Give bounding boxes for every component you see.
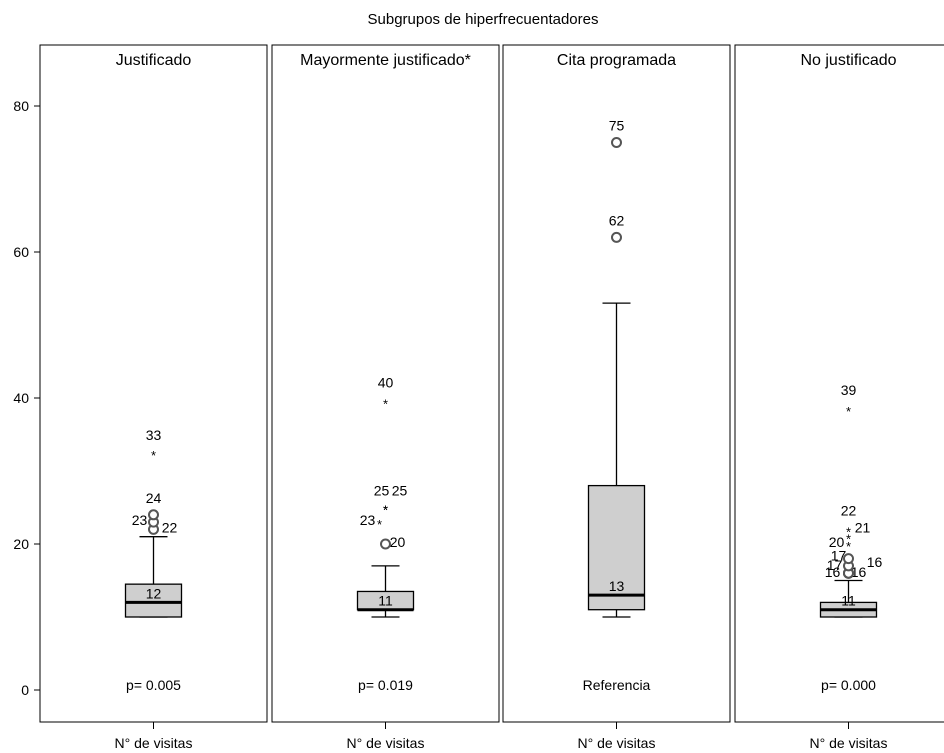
y-tick-label: 80 [13, 98, 29, 114]
y-axis: 0 20 40 60 80 [13, 98, 41, 698]
outlier-star: * [383, 503, 388, 518]
outlier-label: 39 [841, 382, 857, 398]
outlier-label: 22 [162, 519, 178, 535]
outlier-star: * [383, 397, 388, 412]
outlier-label: 75 [609, 118, 625, 134]
p-value-label: Referencia [583, 677, 651, 693]
outlier-circle [843, 553, 854, 565]
y-tick-label: 0 [21, 682, 29, 698]
outlier-label: 16 [825, 564, 841, 580]
outlier-label: 24 [146, 490, 162, 506]
outlier-star: * [846, 524, 851, 539]
outlier-star: * [846, 404, 851, 419]
box [124, 583, 183, 618]
outlier-label: 16 [851, 564, 867, 580]
outlier-label: 21 [855, 520, 871, 536]
panels: Justificado N° de visitas 12 22 23 24 * 33 p= 0.… [39, 44, 944, 751]
panel-frame [734, 44, 944, 723]
outlier-label: 22 [841, 502, 857, 518]
y-tick-label: 20 [13, 536, 29, 552]
chart-title: Subgrupos de hiperfrecuentadores [368, 11, 599, 28]
outlier-label: 17 [831, 548, 847, 564]
x-axis-label: N° de visitas [810, 735, 888, 751]
y-tick-label: 60 [13, 244, 29, 260]
outlier-label: 25 [392, 483, 408, 499]
outlier-label: 17 [827, 557, 843, 573]
outlier-label: 62 [609, 212, 625, 228]
outlier-label: 25 [374, 483, 390, 499]
p-value-label: p= 0.005 [126, 677, 181, 693]
outlier-circle [148, 509, 159, 521]
outlier-label: 23 [360, 512, 376, 528]
outlier-star: * [846, 539, 851, 554]
p-value-label: p= 0.019 [358, 677, 413, 693]
y-tick-label: 40 [13, 390, 29, 406]
outlier-star: * [383, 503, 388, 518]
x-axis-label: N° de visitas [578, 735, 656, 751]
x-axis-label: N° de visitas [347, 735, 425, 751]
p-value-label: p= 0.000 [821, 677, 876, 693]
outlier-circle [611, 137, 622, 148]
median-label: 11 [378, 593, 393, 609]
outlier-circle [380, 538, 391, 550]
outlier-label: 23 [132, 512, 148, 528]
median-label: 11 [841, 593, 856, 609]
panel-title: Mayormente justificado* [300, 52, 471, 69]
outlier-circle [611, 231, 622, 243]
box [587, 484, 646, 611]
outlier-star: * [377, 517, 382, 532]
panel-title: No justificado [800, 52, 896, 69]
panel-frame [39, 44, 268, 723]
median-label: 12 [146, 585, 162, 601]
panel-title: Cita programada [557, 52, 676, 69]
outlier-label: 16 [867, 554, 883, 570]
panel-2: Mayormente justificado* N° de visitas 11 20… [271, 44, 500, 751]
outlier-label: 40 [378, 375, 394, 391]
outlier-star: * [151, 448, 156, 463]
panel-title: Justificado [116, 52, 192, 69]
median-label: 13 [609, 578, 625, 594]
panel-3: Cita programada N° de visitas 13 62 75 Refere… [502, 44, 731, 751]
outlier-label: 20 [390, 534, 406, 550]
outlier-star: * [846, 532, 851, 547]
outlier-label: 20 [829, 534, 845, 550]
panel-1: Justificado N° de visitas 12 22 23 24 * 33 p= 0.… [39, 44, 268, 751]
x-axis-label: N° de visitas [115, 735, 193, 751]
outlier-label: 33 [146, 427, 162, 443]
